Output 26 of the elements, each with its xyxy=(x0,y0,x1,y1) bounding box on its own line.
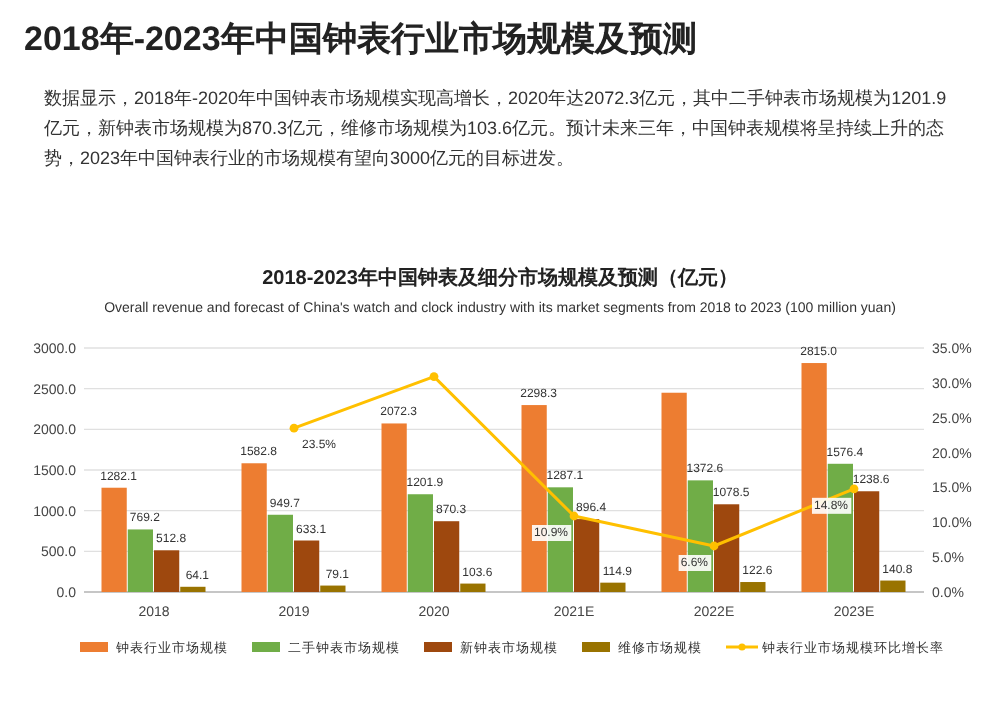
bar xyxy=(460,583,486,592)
text: 数据显示，2018年-2020年中国钟表市场规模实现高增长，2020年达2072.3亿元，其中二手钟表市场规模为1201.9亿元，新钟表市场规模为870.3亿元，维修市场规模为103.6亿元。预计未来三年，中国钟表规模将呈持续上升的态势，2023年中国钟表行业的市场规模有望向3000亿元的目标进发。 xyxy=(44,86,949,172)
bar xyxy=(574,519,600,592)
bar xyxy=(180,586,206,592)
bar xyxy=(434,521,460,592)
bar xyxy=(267,514,293,592)
bar xyxy=(880,580,906,592)
bar xyxy=(101,487,127,592)
point xyxy=(849,484,859,494)
bar xyxy=(294,540,320,592)
bar xyxy=(381,423,407,592)
bar xyxy=(854,491,880,592)
bar xyxy=(127,529,153,592)
bar xyxy=(714,504,740,592)
point xyxy=(569,511,579,521)
bar xyxy=(740,582,766,592)
bar xyxy=(407,494,433,592)
point xyxy=(289,423,299,433)
bar xyxy=(154,550,180,592)
bar xyxy=(600,582,626,592)
text: 2018年-2023年中国钟表行业市场规模及预测 xyxy=(24,18,697,62)
point xyxy=(709,541,719,551)
bar xyxy=(320,585,346,592)
bar xyxy=(241,463,267,592)
point xyxy=(429,372,439,381)
chart-title: 2018-2023年中国钟表及细分市场规模及预测（亿元） xyxy=(262,266,738,290)
